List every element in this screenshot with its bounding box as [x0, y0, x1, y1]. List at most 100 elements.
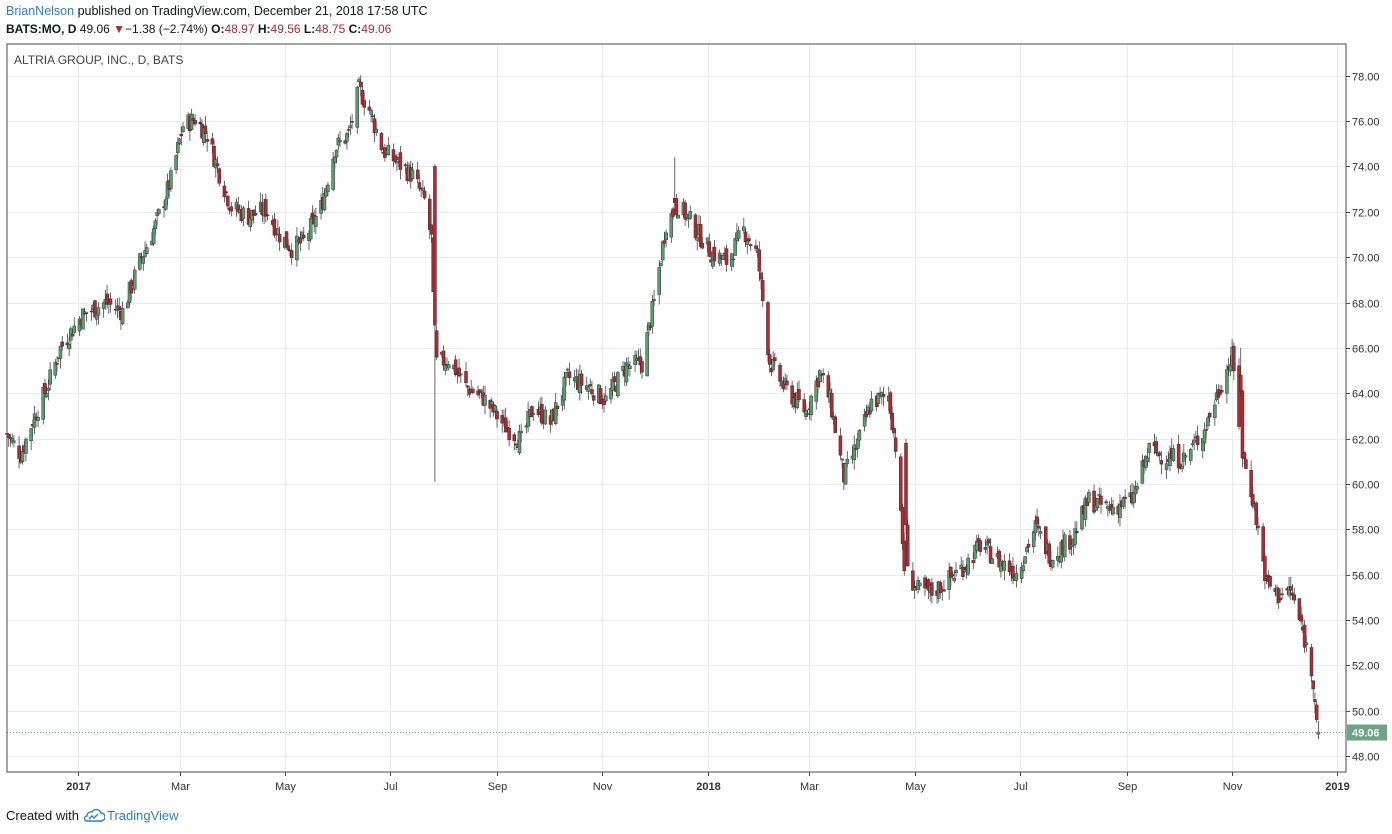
candle-up [308, 218, 313, 240]
y-tick-label: 78.00 [1352, 72, 1380, 84]
candle-up [857, 430, 862, 441]
publish-text: published on TradingView.com, December 2… [77, 4, 428, 18]
candle-down [453, 359, 458, 376]
candle-down [393, 155, 397, 163]
candle-up [96, 307, 101, 316]
tradingview-cloud-icon [83, 808, 105, 822]
candle-up [1147, 443, 1152, 453]
candle-up [912, 587, 917, 591]
candle-down [978, 540, 982, 552]
candle-down [277, 233, 282, 243]
candle-up [459, 373, 463, 376]
candle-up [604, 395, 608, 402]
candle-down [417, 182, 422, 189]
candle-down [433, 166, 437, 326]
candle-down [1313, 699, 1317, 702]
candle-down [217, 168, 221, 184]
candle-up [650, 301, 655, 327]
candle-down [767, 354, 772, 365]
candle-down [229, 206, 234, 212]
candle-down [902, 540, 907, 572]
candle-down [1123, 496, 1127, 499]
candle-down [766, 302, 770, 355]
candle-up [44, 393, 49, 398]
candle-up [566, 368, 570, 371]
candle-up [966, 557, 970, 575]
candle-down [193, 120, 197, 125]
candle-up [1073, 528, 1077, 545]
low-value: 48.75 [315, 22, 346, 36]
candle-down [117, 306, 121, 311]
candle-down [224, 191, 228, 194]
candle-up [345, 133, 349, 142]
candle-up [36, 417, 40, 421]
candle-down [540, 403, 544, 424]
candle-down [1220, 389, 1224, 393]
candle-down [923, 577, 927, 589]
candle-down [215, 163, 220, 167]
candle-up [331, 158, 335, 190]
candle-down [495, 411, 499, 420]
last-price-tag-label: 49.06 [1352, 728, 1380, 740]
candle-down [892, 427, 896, 434]
candle-down [1292, 594, 1296, 601]
candle-up [869, 398, 874, 412]
candle-down [588, 384, 592, 387]
candle-up [138, 253, 142, 270]
candle-down [1157, 452, 1162, 456]
candle-up [1121, 497, 1126, 507]
candle-down [698, 224, 703, 247]
candle-up [1280, 593, 1284, 596]
candle-down [1104, 501, 1108, 504]
candle-down [500, 415, 504, 424]
candle-down [838, 435, 843, 456]
author-link[interactable]: BrianNelson [6, 4, 75, 18]
candle-down [899, 456, 903, 511]
candle-down [757, 249, 762, 272]
chart-axes: 48.00 50.00 52.00 54.00 56.00 58.00 60.00 62.00… [6, 43, 1387, 793]
candle-up [564, 371, 568, 378]
candle-down [43, 383, 47, 395]
candle-down [198, 122, 203, 125]
candle-up [660, 241, 665, 261]
candle-up [918, 582, 922, 586]
candle-up [446, 364, 451, 369]
candle-up [410, 169, 415, 179]
candle-up [1021, 565, 1026, 571]
candle-down [712, 246, 717, 262]
candle-up [1023, 556, 1027, 564]
candle-up [355, 86, 360, 128]
price-chart[interactable]: ALTRIA GROUP, INC., D, BATS 48.00 50.00 52… [0, 40, 1392, 804]
candle-down [950, 574, 955, 577]
candle-down [707, 241, 712, 257]
candle-up [181, 126, 185, 133]
candle-up [395, 161, 399, 164]
candle-down [253, 212, 258, 216]
tradingview-link[interactable]: TradingView [83, 808, 179, 823]
candle-down [640, 361, 644, 373]
high-value: 49.56 [270, 22, 301, 36]
candle-down [371, 115, 375, 118]
candle-up [676, 214, 680, 219]
candle-up [338, 140, 342, 143]
candle-down [821, 373, 825, 376]
plot-frame [6, 43, 1347, 773]
candle-up [369, 109, 373, 115]
candle-up [659, 263, 663, 266]
candle-down [1207, 412, 1212, 418]
candle-up [189, 114, 194, 130]
candle-up [32, 413, 37, 428]
candle-down [89, 310, 94, 313]
candle-down [833, 416, 837, 434]
candle-down [1256, 525, 1260, 529]
candle-up [374, 128, 379, 133]
candle-up [669, 213, 674, 238]
candle-up [46, 388, 51, 391]
candle-down [830, 393, 834, 418]
candle-up [314, 215, 318, 227]
y-tick-label: 58.00 [1352, 525, 1380, 537]
candle-down [983, 547, 988, 550]
candle-down [930, 582, 934, 596]
y-tick-label: 70.00 [1352, 253, 1380, 265]
candle-down [464, 371, 468, 384]
